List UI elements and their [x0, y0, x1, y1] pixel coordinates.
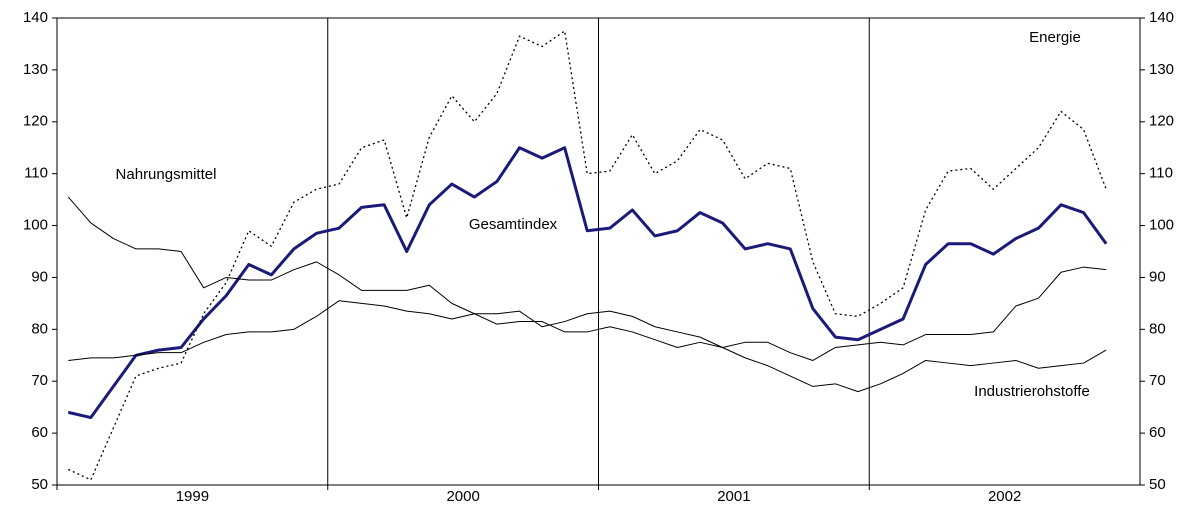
x-group-label: 2002	[988, 488, 1021, 505]
y2-tick-label: 140	[1149, 9, 1174, 26]
series-label: Gesamtindex	[469, 216, 558, 233]
x-group-label: 2000	[446, 488, 479, 505]
y-tick-label: 110	[24, 165, 48, 182]
y-tick-label: 130	[23, 61, 48, 78]
x-group-label: 1999	[176, 488, 209, 505]
y2-tick-label: 90	[1149, 268, 1166, 285]
y2-tick-label: 130	[1149, 61, 1174, 78]
series-label: Energie	[1029, 29, 1081, 46]
series-label: Industrierohstoffe	[974, 383, 1090, 400]
series-label: Nahrungsmittel	[116, 166, 217, 183]
x-group-label: 2001	[717, 488, 750, 505]
y-tick-label: 80	[31, 320, 48, 337]
series-line	[68, 30, 1107, 481]
series-line	[67, 196, 1107, 361]
y-tick-label: 70	[31, 372, 48, 389]
y-tick-label: 90	[31, 268, 48, 285]
y-tick-label: 140	[23, 9, 48, 26]
y-tick-label: 100	[23, 217, 48, 234]
y2-tick-label: 70	[1149, 372, 1166, 389]
y2-tick-label: 60	[1149, 424, 1166, 441]
y2-tick-label: 100	[1149, 217, 1174, 234]
y-tick-label: 60	[31, 424, 48, 441]
y-tick-label: 120	[23, 113, 48, 130]
y-tick-label: 50	[31, 476, 48, 493]
y2-tick-label: 120	[1149, 113, 1174, 130]
y2-tick-label: 110	[1149, 165, 1173, 182]
y2-tick-label: 50	[1149, 476, 1166, 493]
series-line	[68, 300, 1107, 393]
y2-tick-label: 80	[1149, 320, 1166, 337]
series-line	[67, 146, 1108, 420]
